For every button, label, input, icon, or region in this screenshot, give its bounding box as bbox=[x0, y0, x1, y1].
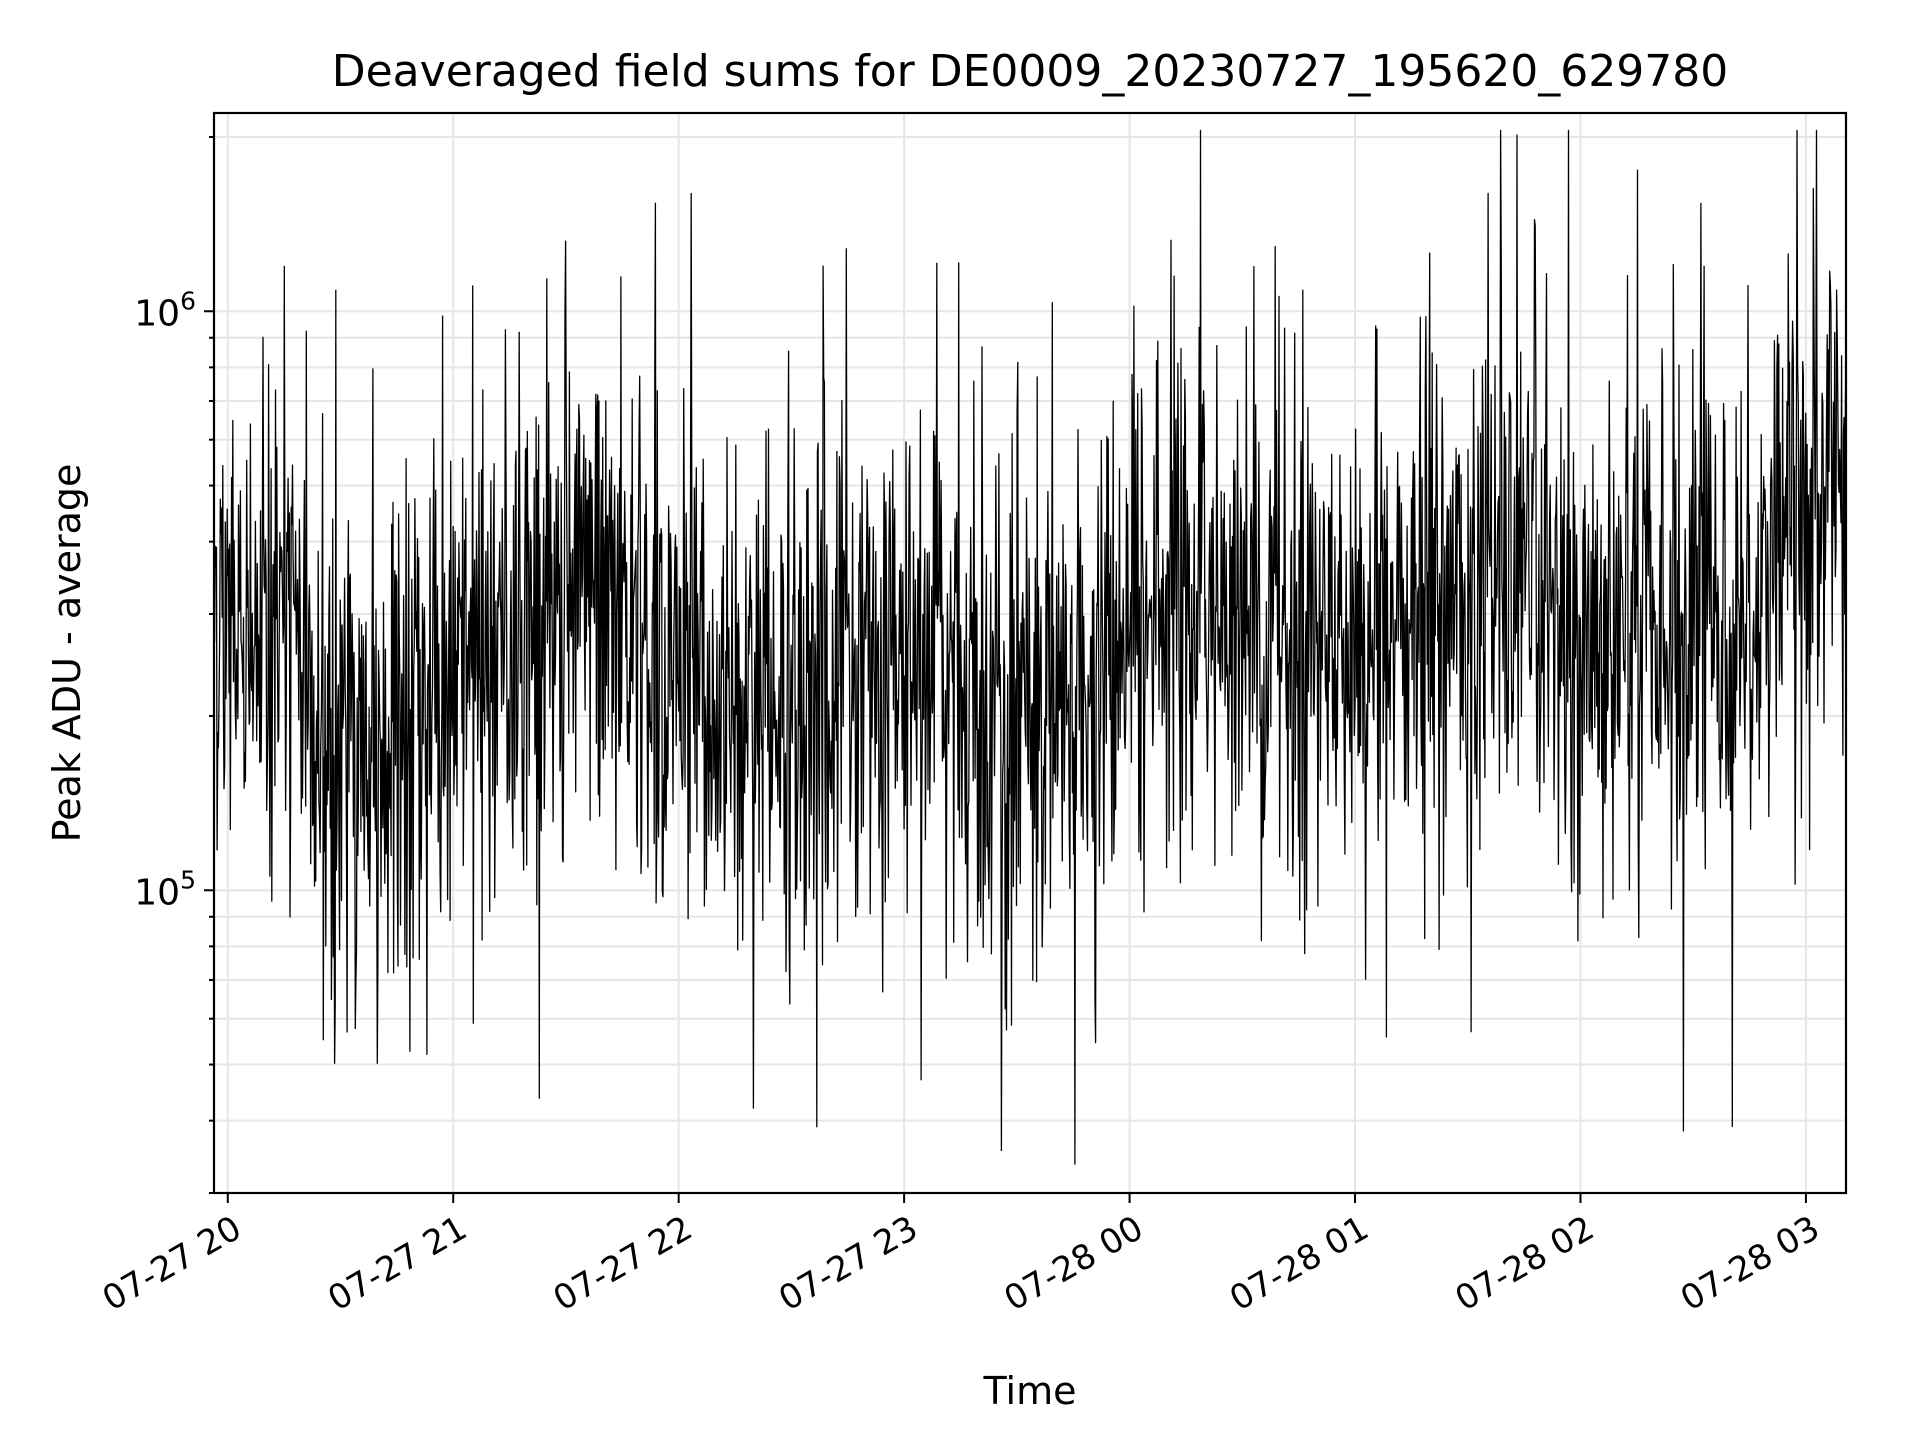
x-tick-label: 07-28 03 bbox=[1674, 1208, 1826, 1319]
x-axis-label: Time bbox=[983, 1369, 1077, 1413]
x-tick-label: 07-28 01 bbox=[1223, 1208, 1375, 1319]
axes-frame bbox=[212, 111, 1848, 1195]
series-line bbox=[213, 129, 1847, 1165]
x-tick-label: 07-27 22 bbox=[547, 1208, 699, 1319]
y-tick-label: 106 bbox=[134, 286, 196, 334]
x-tick-label: 07-28 02 bbox=[1449, 1208, 1601, 1319]
x-tick-label: 07-28 00 bbox=[998, 1208, 1150, 1319]
x-tick-label: 07-27 23 bbox=[772, 1208, 924, 1319]
y-tick-label: 105 bbox=[134, 865, 196, 913]
chart-title: Deaveraged field sums for DE0009_2023072… bbox=[332, 46, 1729, 97]
y-axis-label: Peak ADU - average bbox=[45, 464, 89, 843]
x-tick-label: 07-27 21 bbox=[321, 1208, 473, 1319]
series-layer bbox=[213, 129, 1847, 1165]
x-tick-label: 07-27 20 bbox=[96, 1208, 248, 1319]
